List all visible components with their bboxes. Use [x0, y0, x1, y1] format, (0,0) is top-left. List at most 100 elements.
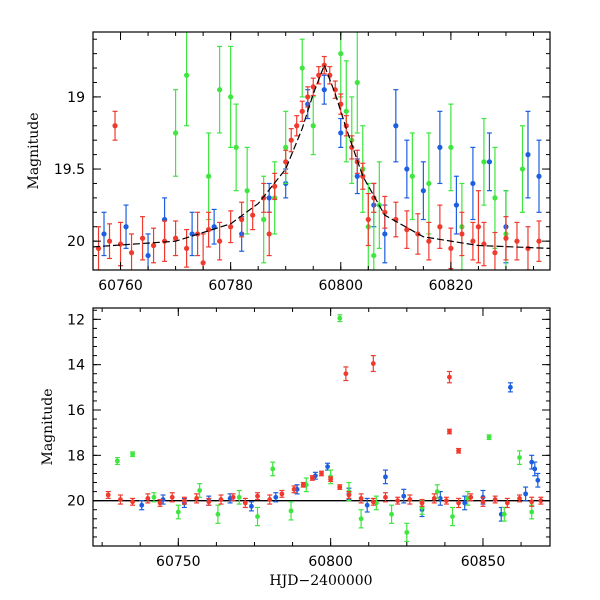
- full-ytick-label: 12: [67, 312, 85, 328]
- full-blue-point: [273, 494, 279, 500]
- zoom-green-point: [310, 123, 316, 129]
- zoom-blue-point: [101, 231, 107, 237]
- zoom-blue-point: [123, 224, 129, 230]
- zoom-y-axis-label: Magnitude: [26, 112, 42, 189]
- zoom-red-point: [470, 238, 476, 244]
- zoom-green-point: [244, 188, 250, 194]
- full-red-point: [145, 496, 151, 501]
- zoom-red-point: [475, 224, 482, 230]
- full-red-point: [480, 499, 486, 505]
- full-red-point: [370, 361, 376, 366]
- zoom-red-point: [426, 238, 432, 244]
- zoom-blue-point: [145, 252, 151, 259]
- full-red-point: [529, 499, 535, 505]
- zoom-ytick-label: 19.5: [54, 162, 85, 178]
- zoom-blue-point: [321, 87, 327, 93]
- full-green-point: [215, 511, 221, 517]
- full-panel: 60750 60800 60850 12 14 16 18 20 Magnitude HJD−…: [40, 307, 551, 589]
- zoom-red-point: [150, 242, 157, 249]
- full-blue-point: [249, 503, 254, 509]
- full-blue-point: [523, 491, 529, 497]
- full-red-point: [456, 500, 461, 506]
- full-red-point: [309, 475, 315, 481]
- zoom-red-point: [200, 260, 206, 266]
- zoom-green-point: [184, 72, 190, 78]
- full-green-point: [337, 315, 343, 321]
- full-green-point: [288, 508, 294, 514]
- zoom-red-point: [117, 241, 124, 247]
- full-blue-point: [437, 496, 443, 501]
- zoom-red-point: [228, 224, 234, 230]
- zoom-blue-point: [453, 202, 459, 208]
- zoom-red-point: [459, 231, 465, 237]
- full-green-point: [358, 516, 364, 522]
- full-red-point: [267, 497, 273, 502]
- zoom-red-point: [448, 245, 454, 251]
- full-red-point: [444, 498, 449, 504]
- zoom-blue-point: [437, 144, 443, 150]
- full-red-point: [504, 500, 510, 506]
- full-green-point: [255, 514, 260, 519]
- full-green-point: [450, 514, 455, 519]
- full-red-point: [118, 497, 123, 502]
- zoom-red-point: [415, 231, 421, 237]
- zoom-xtick-label: 60800: [318, 278, 363, 294]
- full-red-point: [218, 497, 224, 502]
- full-red-point: [337, 484, 343, 490]
- zoom-red-point: [321, 62, 327, 68]
- zoom-panel-frame: [92, 31, 551, 271]
- full-red-point: [447, 429, 452, 434]
- zoom-red-point: [349, 144, 355, 150]
- zoom-red-point: [332, 87, 338, 93]
- full-xtick-label: 60850: [461, 554, 506, 570]
- zoom-model-curve: [93, 63, 550, 249]
- full-red-point: [230, 494, 236, 500]
- zoom-green-point: [519, 166, 526, 172]
- full-series-red: [105, 355, 544, 509]
- zoom-blue-point: [525, 152, 531, 158]
- full-red-point: [447, 374, 452, 380]
- zoom-red-point: [217, 238, 223, 244]
- zoom-ytick-label: 20: [67, 234, 85, 250]
- zoom-green-point: [354, 79, 360, 86]
- full-ytick-label: 16: [67, 403, 85, 419]
- zoom-red-point: [360, 173, 366, 179]
- full-red-point: [346, 492, 352, 498]
- zoom-xtick-label: 60760: [98, 278, 143, 294]
- zoom-green-point: [233, 144, 239, 150]
- full-red-point: [130, 499, 136, 505]
- zoom-green-point: [448, 144, 454, 150]
- zoom-green-point: [426, 180, 432, 187]
- zoom-red-point: [106, 238, 113, 244]
- full-ytick-label: 14: [67, 358, 85, 374]
- full-ytick-label: 18: [67, 448, 85, 464]
- zoom-red-point: [503, 235, 509, 241]
- full-xtick-label: 60750: [156, 554, 201, 570]
- full-green-point: [236, 494, 242, 500]
- zoom-red-point: [250, 212, 256, 218]
- zoom-green-point: [261, 216, 267, 223]
- full-red-point: [383, 494, 388, 500]
- full-red-point: [358, 496, 364, 501]
- full-green-point: [517, 455, 522, 460]
- full-blue-point: [160, 497, 166, 502]
- full-green-point: [130, 451, 136, 457]
- zoom-red-point: [437, 224, 443, 230]
- zoom-green-point: [343, 108, 349, 114]
- zoom-red-point: [492, 250, 498, 256]
- full-red-point: [182, 498, 187, 504]
- full-data-marks: [93, 314, 550, 543]
- zoom-green-point: [492, 195, 498, 201]
- full-red-point: [279, 491, 285, 497]
- x-axis-label: HJD−2400000: [269, 573, 372, 589]
- zoom-green-point: [338, 51, 344, 57]
- zoom-green-point: [371, 252, 377, 259]
- full-ytick-label: 20: [67, 494, 85, 510]
- full-red-point: [492, 497, 498, 502]
- zoom-red-point: [305, 94, 311, 100]
- zoom-red-point: [272, 183, 278, 189]
- zoom-green-point: [228, 94, 234, 100]
- zoom-series-green: [172, 32, 526, 270]
- full-blue-point: [364, 502, 370, 508]
